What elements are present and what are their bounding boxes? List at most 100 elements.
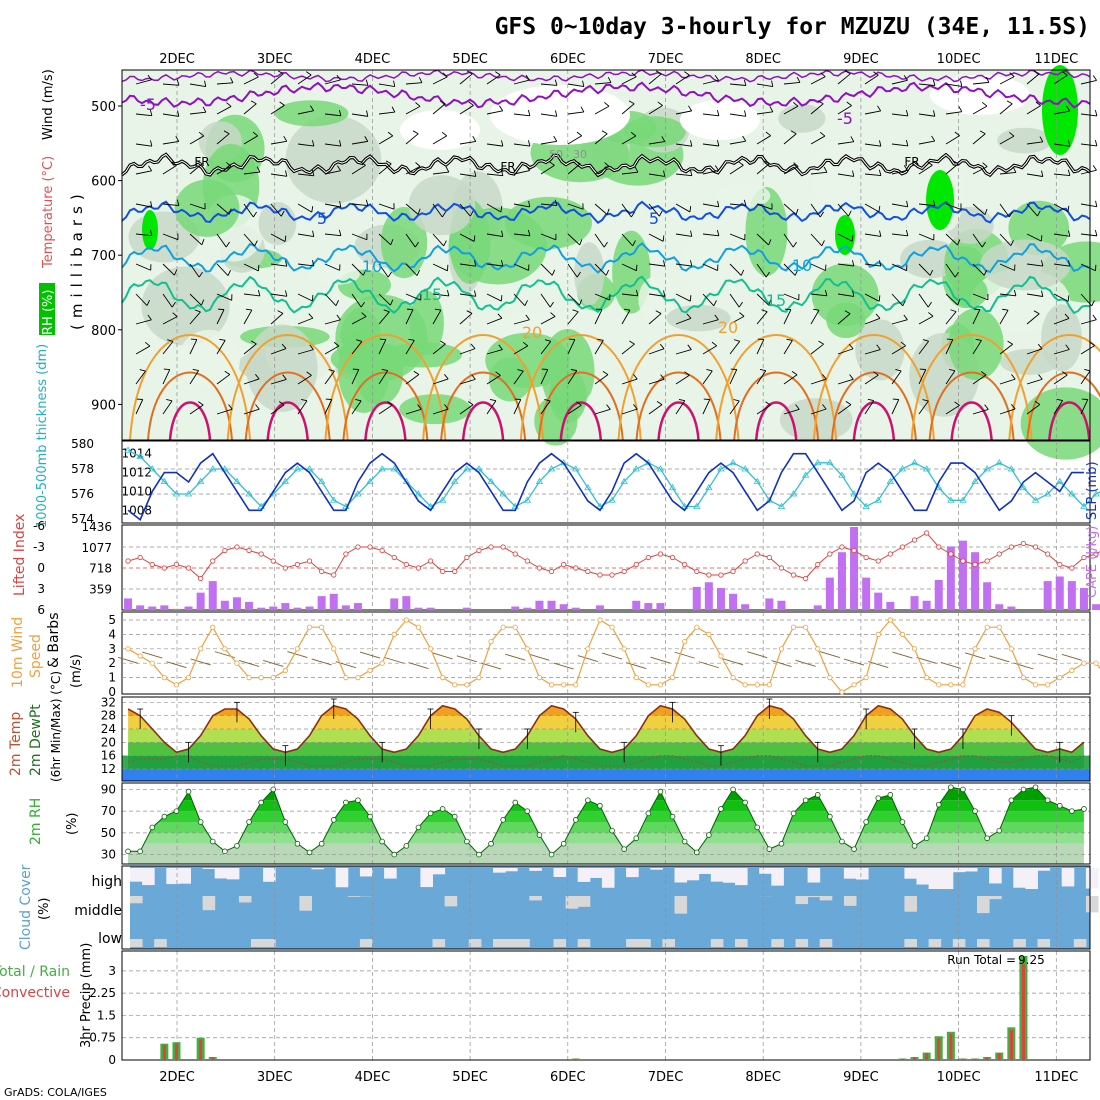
lifted-index-point [185, 565, 192, 571]
wind10m-barb [456, 655, 477, 663]
lifted-index-point [210, 558, 216, 564]
wind-barb-feather [277, 70, 284, 75]
wind-barb-staff [648, 141, 665, 145]
wind-barb-staff [945, 293, 958, 306]
wind-barb-staff [189, 293, 202, 306]
wind-barb-staff [729, 293, 740, 308]
contour-30-dome [1048, 401, 1091, 441]
wind-barb-staff [540, 83, 557, 86]
rh-dry-blob [680, 100, 760, 140]
rh2m-point [173, 808, 180, 814]
wind-barb-feather [821, 240, 825, 246]
lifted-index-point [996, 551, 1002, 557]
wind-barb-staff [972, 340, 982, 355]
rh2m-point [742, 799, 748, 806]
wind-barb-staff [513, 345, 529, 355]
wind-barb-feather [470, 343, 476, 349]
cape-bar [874, 592, 883, 610]
thickness-point [947, 496, 955, 503]
wind-barb-staff [324, 79, 341, 85]
wind-barb-feather [629, 340, 635, 345]
wind-barb-staff [432, 76, 448, 85]
cape-bar [741, 604, 750, 610]
wind-barb-feather [250, 100, 257, 105]
wind10m-barb [722, 658, 744, 666]
rh2m-point [161, 813, 168, 820]
cape-bar [946, 546, 955, 610]
wind-barb-feather [469, 210, 474, 217]
wind-barb-staff [1053, 318, 1070, 325]
wind-barb-feather [309, 105, 315, 111]
slp-panel-frame [121, 440, 1091, 524]
cloud-high-gap [226, 868, 240, 880]
rh2m-point [488, 840, 494, 847]
rh2m-point [609, 827, 615, 834]
wind-barb-feather [851, 260, 855, 267]
wind-barb-staff [945, 111, 962, 115]
li-tick-label: 0 [37, 561, 45, 575]
wind-barb-feather [852, 170, 855, 177]
wind-barb-staff [540, 316, 556, 325]
wind-barb-staff [1026, 313, 1040, 325]
wind10m-point [524, 646, 530, 652]
cloud-high-gap [843, 868, 857, 879]
wind-barb-staff [729, 369, 738, 385]
wind-barb-feather [474, 290, 477, 297]
wind-barb-feather [219, 338, 226, 341]
wind10m-point [427, 646, 434, 652]
wind10m-point [319, 624, 325, 630]
wind-barb-feather [466, 70, 473, 75]
wind-barb-staff [675, 143, 692, 147]
wind-barb-feather [167, 339, 174, 342]
li-tick-label: 6 [37, 603, 45, 617]
cloud-mid-gap [904, 896, 917, 912]
wind-barb-feather [873, 371, 879, 376]
wind-barb-staff [621, 343, 635, 355]
thickness-point [426, 502, 435, 509]
lifted-index-point [161, 565, 167, 571]
wind-barb-staff [378, 135, 393, 145]
rh2m-point [403, 843, 410, 849]
cloud-high-gap [686, 868, 700, 881]
wind-barb-staff [756, 111, 773, 115]
precip-conv-bar [1021, 964, 1025, 1060]
cloud-low-gap [130, 939, 143, 947]
rh-blob [285, 115, 382, 204]
rh2m-point [1044, 797, 1051, 804]
cape-bar [777, 600, 786, 610]
cloud-high-gap [759, 868, 772, 874]
wind-barb-feather [150, 201, 153, 208]
wind-barb-feather [768, 299, 772, 306]
wind10m-point [536, 674, 543, 681]
wind-barb-feather [226, 102, 232, 107]
contour-5 [121, 200, 1091, 224]
wind-barb-feather [202, 106, 207, 113]
rh2m-point [669, 813, 676, 820]
wind-barb-feather [819, 131, 826, 137]
li-tick-label: -6 [33, 519, 45, 533]
wind-barb-staff [270, 313, 284, 325]
thickness-point [620, 477, 628, 484]
wind10m-barb [626, 662, 647, 670]
wind-barb-feather [796, 76, 801, 83]
rh-blob [330, 341, 410, 376]
wind-barb-feather [716, 140, 720, 147]
cloud-high-gap [650, 868, 663, 870]
lifted-index-point [198, 575, 204, 582]
wind-barb-staff [621, 293, 638, 297]
precip-conv-bar [900, 1058, 904, 1060]
precip-conv-bar [997, 1053, 1001, 1060]
wind-barb-staff [216, 82, 233, 85]
wind-barb-feather [245, 308, 252, 311]
rh2m-point [681, 838, 688, 845]
wind-barb-staff [486, 173, 503, 177]
wind-barb-feather [678, 398, 685, 402]
wind-barb-staff [243, 233, 255, 247]
wind-barb-feather [579, 299, 583, 306]
lifted-index-point [790, 572, 797, 578]
wind-barb-staff [945, 405, 960, 415]
cape-bar [1055, 576, 1064, 610]
date-label-bottom: 9DEC [843, 1070, 879, 1085]
